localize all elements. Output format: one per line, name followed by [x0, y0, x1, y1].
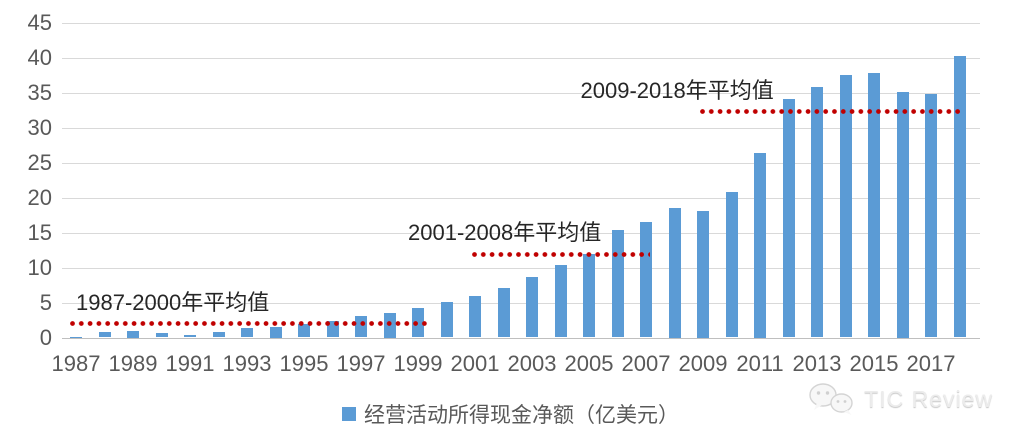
x-tick-label: 2015	[849, 351, 899, 376]
bar-2006	[611, 229, 624, 338]
gridline-y15	[62, 232, 980, 234]
bar-2010	[725, 192, 738, 338]
x-tick-label: 2013	[792, 351, 842, 376]
y-tick-label: 10	[27, 254, 52, 280]
bar-1988	[98, 331, 111, 338]
x-tick-label: 1987	[51, 351, 101, 376]
x-tick-label: 2017	[906, 351, 956, 376]
x-tick-label: 1999	[393, 351, 443, 376]
bar-2018	[953, 55, 966, 338]
avg-line-1	[70, 321, 427, 326]
x-axis-line	[62, 337, 980, 339]
x-tick-label: 2001	[450, 351, 500, 376]
bar-1997	[355, 315, 367, 338]
y-tick-label: 15	[27, 219, 52, 245]
x-tick-label: 1993	[222, 351, 272, 376]
bar-1995	[298, 324, 310, 338]
y-tick-label: 35	[27, 79, 52, 105]
y-tick-label: 40	[27, 44, 52, 70]
legend-label: 经营活动所得现金净额（亿美元）	[364, 404, 679, 427]
bar-2008	[668, 207, 681, 338]
x-tick-label: 2009	[678, 351, 728, 376]
gridline-y35	[62, 92, 980, 94]
watermark: TIC Review	[808, 382, 993, 416]
bar-1992	[212, 331, 225, 338]
bar-2014	[839, 75, 852, 338]
x-tick-label: 1997	[336, 351, 386, 376]
x-tick-label: 2003	[507, 351, 557, 376]
gridline-y25	[62, 162, 980, 164]
y-tick-label: 20	[27, 184, 52, 210]
bar-1993	[241, 328, 253, 338]
avg-label-3: 2009-2018年平均值	[580, 77, 774, 103]
bar-2017	[925, 94, 937, 338]
bar-2013	[811, 87, 823, 338]
avg-label-1: 1987-2000年平均值	[76, 289, 270, 315]
x-tick-label: 2007	[621, 351, 671, 376]
bar-2009	[697, 211, 709, 338]
gridline-y30	[62, 127, 980, 129]
x-tick-label: 2011	[736, 351, 784, 376]
bar-2011	[754, 153, 766, 338]
y-tick-label: 0	[39, 324, 52, 350]
x-tick-label: 1995	[279, 351, 329, 376]
bar-1989	[127, 330, 139, 338]
bar-2004	[554, 264, 567, 338]
x-tick-label: 1989	[108, 351, 158, 376]
y-tick-label: 5	[39, 289, 52, 315]
y-tick-label: 30	[27, 114, 52, 140]
bar-2003	[526, 277, 538, 338]
legend-marker-icon	[342, 407, 356, 421]
bar-2007	[640, 222, 652, 338]
watermark-text: TIC Review	[864, 385, 993, 412]
x-tick-label: 1991	[165, 351, 215, 376]
bar-2005	[583, 254, 595, 338]
y-tick-label: 25	[27, 149, 52, 175]
gridline-y5	[62, 302, 980, 304]
bar-2016	[896, 91, 909, 338]
bar-1987	[70, 336, 82, 338]
bar-2015	[868, 72, 880, 338]
bar-1991	[184, 334, 196, 338]
avg-label-2: 2001-2008年平均值	[408, 220, 602, 246]
bar-1994	[269, 327, 282, 338]
avg-line-2	[472, 251, 651, 257]
bar-1990	[155, 333, 168, 338]
x-tick-label: 2005	[564, 351, 614, 376]
bar-2001	[469, 295, 481, 338]
bar-2000	[440, 301, 453, 338]
bar-2002	[497, 287, 510, 338]
gridline-y45	[62, 22, 980, 24]
avg-line-3	[700, 109, 961, 115]
chart-legend: 经营活动所得现金净额（亿美元）	[0, 399, 1021, 429]
bar-2012	[782, 99, 795, 338]
wechat-icon	[809, 383, 853, 415]
gridline-y10	[62, 267, 980, 269]
gridline-y40	[62, 57, 980, 59]
gridline-y20	[62, 197, 980, 199]
y-tick-label: 45	[27, 9, 52, 35]
